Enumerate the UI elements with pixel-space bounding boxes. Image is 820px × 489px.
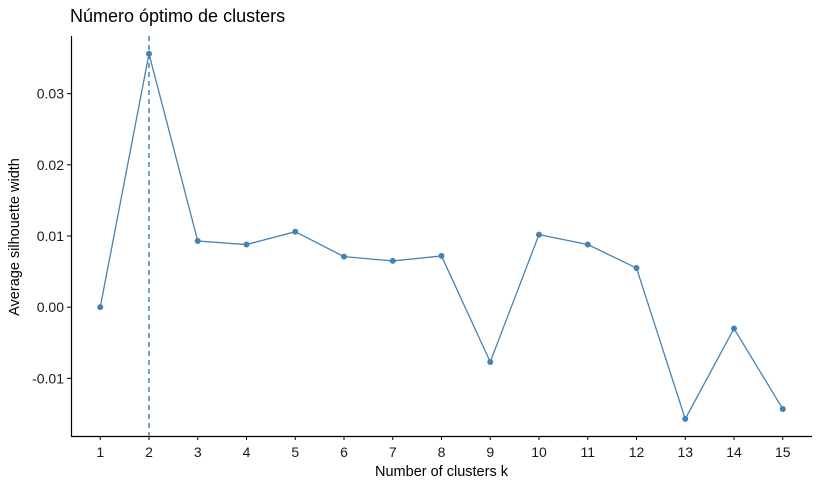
x-tick-label: 4 [243,444,251,460]
data-point [779,405,786,412]
data-point [633,265,640,272]
x-tick-label: 2 [145,444,153,460]
data-points [97,50,786,422]
data-point [243,241,250,248]
x-axis-label: Number of clusters k [375,464,509,480]
data-point [487,358,494,365]
data-point [389,257,396,264]
x-tick-label: 13 [677,444,693,460]
y-ticks: -0.01 0.00 0.01 0.02 0.03 [32,86,71,386]
y-tick-label: 0.03 [37,86,64,102]
x-tick-label: 7 [389,444,397,460]
series-line [99,53,784,421]
y-tick-label: 0.02 [37,157,64,173]
x-tick-label: 15 [775,444,791,460]
x-tick-label: 9 [486,444,494,460]
data-point [341,253,347,260]
x-ticks: 1 2 3 4 5 6 7 8 9 10 11 12 13 14 15 [96,436,791,460]
x-tick-label: 11 [580,444,595,460]
data-point [682,415,689,422]
data-point [292,228,299,235]
x-tick-label: 14 [726,444,742,460]
data-point [146,50,152,57]
x-tick-label: 1 [96,444,104,460]
data-point [584,241,591,248]
data-point [194,237,201,244]
x-tick-label: 8 [438,444,446,460]
data-point [438,252,445,259]
x-tick-label: 10 [531,444,547,460]
chart-title: Número óptimo de clusters [70,6,285,26]
x-tick-label: 5 [291,444,299,460]
x-tick-label: 6 [340,444,348,460]
data-point [97,304,104,311]
y-tick-label: 0.01 [37,228,64,244]
y-axis-label: Average silhouette width [7,158,23,316]
data-point [536,231,542,238]
y-tick-label: 0.00 [37,299,64,315]
x-tick-label: 3 [194,444,202,460]
y-tick-label: -0.01 [32,370,64,386]
data-point [731,325,737,332]
x-tick-label: 12 [629,444,645,460]
